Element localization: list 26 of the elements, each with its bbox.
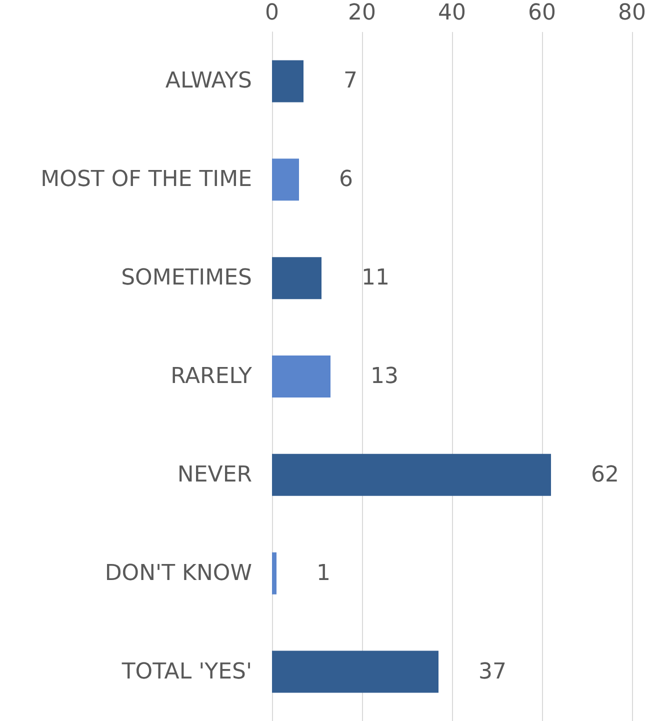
data-label: 62	[591, 462, 619, 488]
x-tick-label: 20	[348, 0, 376, 26]
y-tick-label: SOMETIMES	[121, 266, 252, 291]
data-label: 11	[362, 266, 390, 291]
y-tick-label: DON'T KNOW	[104, 560, 252, 586]
y-tick-label: MOST OF THE TIME	[40, 167, 252, 192]
data-label: 37	[478, 659, 506, 684]
bar	[272, 650, 438, 693]
x-tick-label: 0	[265, 0, 279, 26]
bar	[272, 158, 299, 201]
bar	[272, 257, 322, 300]
bar	[272, 454, 551, 496]
data-label: 13	[370, 364, 398, 389]
bar	[272, 356, 330, 398]
x-tick-label: 60	[528, 0, 556, 26]
y-tick-label: TOTAL 'YES'	[120, 659, 252, 684]
bar	[272, 60, 304, 102]
bar	[272, 552, 276, 594]
y-tick-label: RARELY	[170, 364, 253, 389]
x-tick-label: 80	[618, 0, 646, 26]
y-tick-label: ALWAYS	[165, 68, 252, 94]
data-label: 6	[339, 167, 353, 192]
x-tick-label: 40	[438, 0, 466, 26]
y-tick-label: NEVER	[177, 462, 252, 488]
data-label: 7	[344, 68, 358, 94]
data-label: 1	[316, 560, 330, 586]
